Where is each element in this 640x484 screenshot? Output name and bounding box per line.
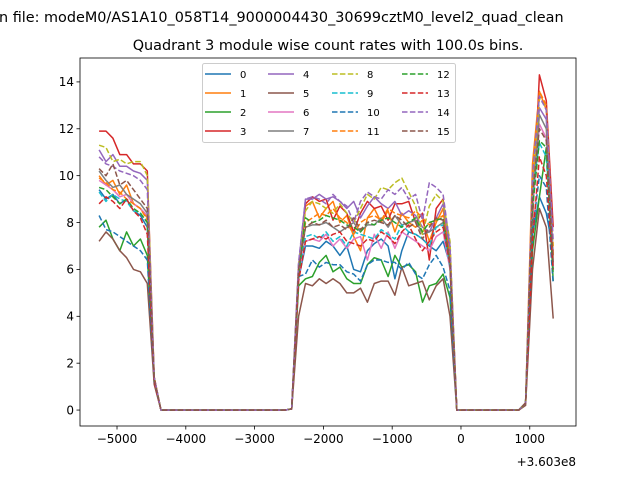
- legend-label-10: 10: [367, 108, 380, 119]
- legend-label-2: 2: [240, 108, 246, 119]
- legend-label-0: 0: [240, 70, 246, 81]
- x-tick-label: −3000: [234, 432, 275, 446]
- axes-frame: [79, 57, 577, 427]
- legend-label-4: 4: [303, 70, 309, 81]
- x-offset-label: +3.603e8: [517, 455, 576, 469]
- y-tick-label: 12: [59, 122, 74, 136]
- legend-label-7: 7: [303, 127, 309, 138]
- x-tick-label: 0: [457, 432, 465, 446]
- y-tick-label: 14: [59, 75, 74, 89]
- legend-label-12: 12: [437, 70, 450, 81]
- legend-box: [202, 63, 456, 143]
- x-tick-label: −4000: [166, 432, 207, 446]
- figure-suptitle: n file: modeM0/AS1A10_058T14_9000004430_…: [0, 10, 564, 26]
- legend-label-6: 6: [303, 108, 309, 119]
- y-tick-label: 2: [66, 356, 74, 370]
- x-tick-label: 1000: [514, 432, 545, 446]
- chart-title: Quadrant 3 module wise count rates with …: [133, 38, 524, 54]
- legend-label-3: 3: [240, 127, 246, 138]
- x-tick-label: −2000: [303, 432, 344, 446]
- legend-label-15: 15: [437, 127, 450, 138]
- y-tick-label: 8: [66, 216, 74, 230]
- x-tick-label: −1000: [372, 432, 413, 446]
- y-tick-label: 4: [66, 310, 74, 324]
- axes: −5000 −4000 −3000 −2000 −1000 0 10000246810121…: [59, 57, 577, 446]
- legend-label-1: 1: [240, 89, 246, 100]
- y-tick-label: 6: [66, 263, 74, 277]
- series-line-15: [98, 128, 554, 411]
- legend-label-5: 5: [303, 89, 309, 100]
- legend-label-9: 9: [367, 89, 373, 100]
- legend-label-8: 8: [367, 70, 373, 81]
- plot-lines: [98, 74, 554, 411]
- legend-label-14: 14: [437, 108, 450, 119]
- legend-label-11: 11: [367, 127, 380, 138]
- legend-label-13: 13: [437, 89, 450, 100]
- y-tick-label: 10: [59, 169, 74, 183]
- x-tick-label: −5000: [97, 432, 138, 446]
- y-tick-label: 0: [66, 403, 74, 417]
